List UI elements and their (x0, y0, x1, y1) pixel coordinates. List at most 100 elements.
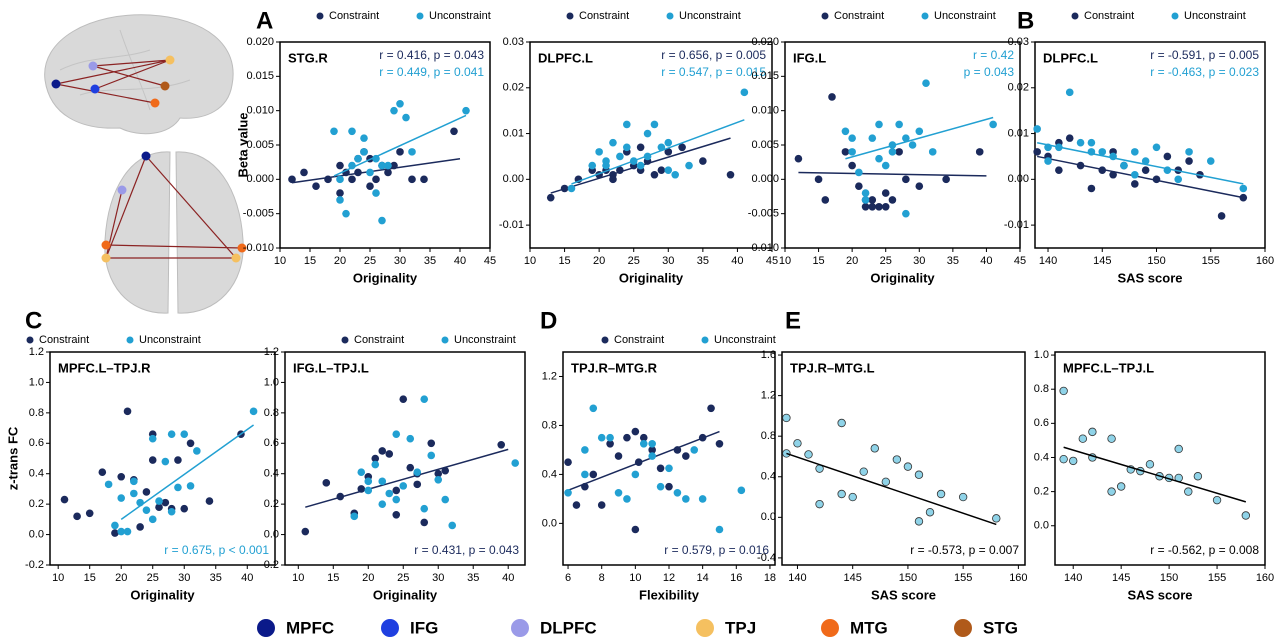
y-axis-label: Beta value (235, 112, 250, 177)
x-tick-label: 155 (954, 572, 972, 584)
scatter-point (148, 456, 157, 464)
scatter-point (378, 500, 387, 508)
y-tick-label: 0.8 (542, 419, 557, 431)
scatter-point (794, 154, 803, 163)
legend-label: Unconstraint (679, 10, 741, 22)
y-tick-label: 1.0 (1034, 349, 1049, 361)
fit-line (333, 114, 467, 177)
brain-axial (101, 151, 247, 314)
x-tick-label: 150 (1160, 572, 1178, 584)
scatter-point (390, 106, 398, 115)
scatter-point (85, 509, 94, 518)
fit-line (567, 430, 720, 492)
scatter-point (130, 489, 138, 498)
x-tick-label: 25 (364, 255, 376, 267)
x-tick-label: 12 (663, 572, 675, 584)
x-tick-label: 35 (467, 572, 479, 584)
x-tick-label: 155 (1208, 572, 1226, 584)
scatter-point (698, 495, 707, 503)
scatter-point (117, 527, 126, 536)
scatter-point (902, 209, 910, 218)
fit-line (798, 171, 987, 177)
scatter-point (855, 182, 863, 190)
scatter-point (881, 189, 890, 197)
y-tick-label: 0.0 (1034, 520, 1049, 532)
legend-label: Unconstraint (139, 334, 201, 346)
scatter-point (434, 469, 443, 478)
scatter-point (915, 127, 924, 136)
scatter-point (1206, 157, 1215, 165)
scatter-point (330, 127, 338, 136)
scatter-point (408, 175, 416, 184)
scatter-point (614, 452, 623, 460)
scatter-point (707, 404, 715, 413)
scatter-point (384, 168, 392, 177)
scatter-point (420, 395, 429, 403)
y-tick-label: 1.2 (264, 346, 279, 358)
scatter-point (699, 157, 707, 165)
scatter-point (915, 182, 924, 190)
x-tick-label: 15 (84, 572, 96, 584)
x-tick-label: 30 (432, 572, 444, 584)
x-tick-label: 40 (502, 572, 514, 584)
region-label: MTG (850, 618, 888, 637)
scatter-point (371, 454, 380, 463)
scatter-point (136, 523, 144, 531)
brain-lateral (44, 14, 234, 135)
scatter-point (664, 166, 673, 174)
scatter-point (673, 488, 682, 497)
scatter-point (1241, 511, 1251, 520)
legend-marker (316, 12, 324, 20)
y-tick-label: 0.02 (1008, 82, 1029, 94)
y-tick-label: 0.01 (503, 127, 524, 139)
scatter-point (588, 161, 597, 170)
scatter-point (564, 488, 572, 497)
legend-label: Constraint (579, 10, 629, 22)
scatter-point (1065, 134, 1074, 142)
region-marker (954, 619, 972, 637)
x-tick-label: 20 (115, 572, 127, 584)
scatter-point (511, 459, 520, 467)
scatter-point (1088, 427, 1097, 437)
scatter-point (385, 450, 394, 458)
scatter-point (1174, 444, 1183, 454)
x-tick-label: 25 (628, 255, 640, 267)
scatter-point (148, 515, 157, 524)
y-tick-label: 1.6 (761, 349, 776, 361)
legend-marker (126, 336, 134, 344)
y-tick-label: 0.6 (1034, 417, 1049, 429)
scatter-point (399, 482, 408, 490)
scatter-point (657, 166, 666, 174)
scatter-point (793, 439, 802, 448)
x-axis-label: Flexibility (639, 587, 700, 602)
region-marker (257, 619, 275, 637)
scatter-point (1059, 386, 1068, 396)
scatter-point (392, 430, 401, 438)
scatter-point (740, 88, 749, 97)
scatter-point (848, 148, 856, 156)
scatter-point (828, 93, 836, 101)
region-marker (696, 619, 714, 637)
legend-marker (26, 336, 34, 344)
plot-frame (529, 41, 773, 249)
scatter-point (664, 138, 673, 147)
x-tick-label: 6 (565, 572, 571, 584)
legend-label: Unconstraint (429, 10, 491, 22)
y-tick-label: 0.4 (542, 468, 557, 480)
scatter-point (104, 480, 113, 489)
y-tick-label: 0.02 (503, 82, 524, 94)
x-tick-label: 35 (424, 255, 436, 267)
scatter-point (648, 446, 656, 454)
scatter-point (420, 504, 429, 513)
scatter-point (360, 134, 368, 142)
scatter-point (848, 492, 857, 502)
scatter-point (821, 196, 830, 204)
scatter-point (441, 495, 450, 504)
x-tick-label: 25 (147, 572, 159, 584)
legend-marker (701, 336, 709, 344)
scatter-point (450, 127, 458, 136)
scatter-point (392, 486, 401, 495)
scatter-point (348, 127, 356, 136)
scatter-point (848, 161, 856, 170)
fit-line (786, 452, 997, 526)
